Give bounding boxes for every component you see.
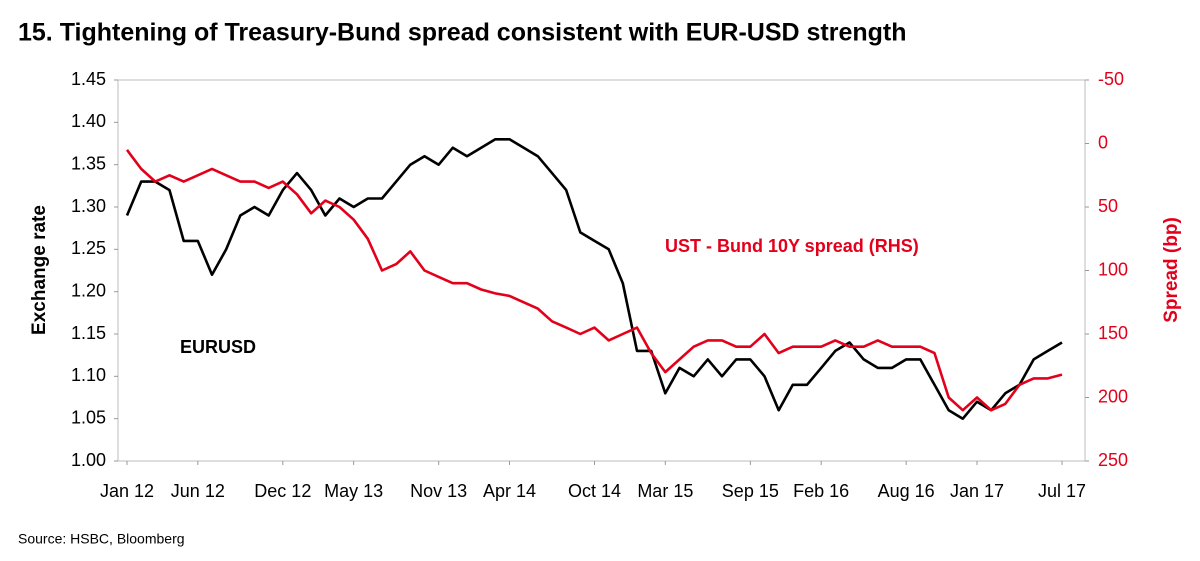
series-line xyxy=(125,138,1063,420)
x-tick-label: Apr 14 xyxy=(483,481,536,501)
y2-tick-label: 0 xyxy=(1098,132,1108,152)
x-tick-label: Jan 17 xyxy=(950,481,1004,501)
y2-tick-label: 250 xyxy=(1098,450,1128,470)
y2-tick-label: 100 xyxy=(1098,259,1128,279)
x-tick-label: Mar 15 xyxy=(637,481,693,501)
y-tick-label: 1.00 xyxy=(71,450,106,470)
y-tick-label: 1.40 xyxy=(71,111,106,131)
x-tick-label: May 13 xyxy=(324,481,383,501)
y2-tick-label: -50 xyxy=(1098,69,1124,89)
chart-title: 15. Tightening of Treasury-Bund spread c… xyxy=(18,19,907,47)
y2-tick-label: 200 xyxy=(1098,386,1128,406)
series-line xyxy=(125,149,1063,412)
y2-tick-label: 150 xyxy=(1098,323,1128,343)
y-tick-label: 1.30 xyxy=(71,196,106,216)
x-tick-label: Jun 12 xyxy=(171,481,225,501)
y-tick-label: 1.10 xyxy=(71,365,106,385)
y-tick-label: 1.20 xyxy=(71,280,106,300)
x-tick-label: Dec 12 xyxy=(254,481,311,501)
y-tick-label: 1.15 xyxy=(71,323,106,343)
x-tick-label: Sep 15 xyxy=(722,481,779,501)
x-tick-label: Nov 13 xyxy=(410,481,467,501)
y-tick-label: 1.45 xyxy=(71,69,106,89)
source: Source: HSBC, Bloomberg xyxy=(18,531,185,547)
x-tick-label: Jul 17 xyxy=(1038,481,1086,501)
y2-axis-label: Spread (bp) xyxy=(1161,217,1182,323)
annotation: EURUSD xyxy=(180,337,256,357)
y-tick-label: 1.25 xyxy=(71,238,106,258)
x-tick-label: Oct 14 xyxy=(568,481,621,501)
x-tick-label: Jan 12 xyxy=(100,481,154,501)
y-tick-label: 1.35 xyxy=(71,153,106,173)
x-tick-label: Feb 16 xyxy=(793,481,849,501)
y-axis-label: Exchange rate xyxy=(29,205,50,335)
y-tick-label: 1.05 xyxy=(71,407,106,427)
annotation: UST - Bund 10Y spread (RHS) xyxy=(665,236,919,256)
plot-frame xyxy=(117,79,1086,462)
y2-tick-label: 50 xyxy=(1098,196,1118,216)
x-tick-label: Aug 16 xyxy=(878,481,935,501)
